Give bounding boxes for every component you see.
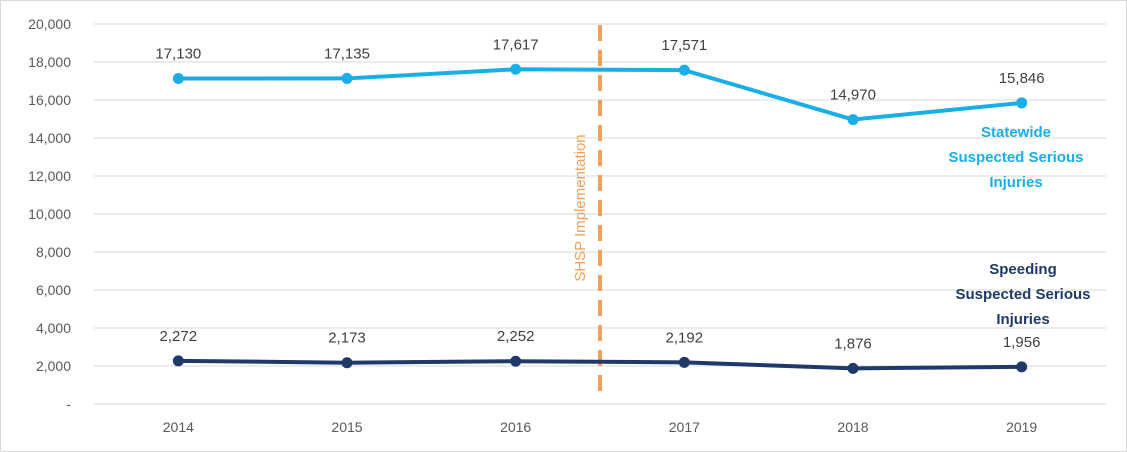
data-label: 2,173 bbox=[328, 330, 366, 347]
data-point bbox=[172, 73, 184, 85]
y-tick-label: - bbox=[66, 396, 71, 412]
data-label: 14,970 bbox=[830, 87, 876, 104]
series-name-label: Injuries bbox=[989, 174, 1042, 191]
data-point bbox=[510, 355, 522, 367]
x-tick-label: 2018 bbox=[837, 419, 868, 435]
y-tick-label: 10,000 bbox=[28, 206, 71, 222]
data-point bbox=[341, 357, 353, 369]
data-label: 17,617 bbox=[493, 36, 539, 53]
y-tick-label: 6,000 bbox=[36, 282, 71, 298]
y-tick-label: 18,000 bbox=[28, 54, 71, 70]
y-tick-label: 16,000 bbox=[28, 92, 71, 108]
data-label: 1,956 bbox=[1003, 334, 1041, 351]
data-point bbox=[341, 72, 353, 84]
series-name-label: Injuries bbox=[996, 311, 1049, 328]
data-point bbox=[1016, 97, 1028, 109]
y-axis: - 2,000 4,000 6,000 8,000 10,000 12,000 14,000 1… bbox=[28, 16, 71, 412]
series-name-label: Statewide bbox=[981, 124, 1051, 141]
x-tick-label: 2015 bbox=[331, 419, 362, 435]
y-tick-label: 4,000 bbox=[36, 320, 71, 336]
series-2: 2,272 2,173 2,252 2,192 1,876 1,956 Speeding Su… bbox=[160, 261, 1091, 374]
data-point bbox=[678, 64, 690, 76]
series-name-label: Suspected Serious bbox=[955, 286, 1090, 303]
series-name-label: Speeding bbox=[989, 261, 1057, 278]
data-point bbox=[1016, 361, 1028, 373]
series-line bbox=[176, 67, 1024, 122]
x-tick-label: 2016 bbox=[500, 419, 531, 435]
data-point bbox=[847, 362, 859, 374]
data-point bbox=[172, 355, 184, 367]
data-label: 1,876 bbox=[834, 335, 872, 352]
x-tick-label: 2019 bbox=[1006, 419, 1037, 435]
data-label: 2,272 bbox=[160, 328, 198, 345]
x-tick-label: 2017 bbox=[669, 419, 700, 435]
data-label: 17,571 bbox=[661, 37, 707, 54]
series-1: 17,130 17,135 17,617 17,571 14,970 15,846 Stat… bbox=[155, 36, 1083, 191]
series-name-label: Suspected Serious bbox=[948, 149, 1083, 166]
series-line bbox=[176, 358, 1024, 371]
data-point bbox=[510, 63, 522, 75]
y-tick-label: 2,000 bbox=[36, 358, 71, 374]
data-label: 15,846 bbox=[999, 70, 1045, 87]
shsp-annotation: SHSP Implementation bbox=[572, 25, 602, 397]
data-label: 2,252 bbox=[497, 328, 535, 345]
y-tick-label: 14,000 bbox=[28, 130, 71, 146]
y-tick-label: 12,000 bbox=[28, 168, 71, 184]
data-label: 2,192 bbox=[666, 329, 704, 346]
x-axis: 2014 2015 2016 2017 2018 2019 bbox=[163, 419, 1038, 435]
y-tick-label: 20,000 bbox=[28, 16, 71, 32]
data-point bbox=[847, 114, 859, 126]
x-tick-label: 2014 bbox=[163, 419, 194, 435]
y-tick-label: 8,000 bbox=[36, 244, 71, 260]
shsp-implementation-label: SHSP Implementation bbox=[572, 134, 589, 281]
data-label: 17,135 bbox=[324, 45, 370, 62]
data-label: 17,130 bbox=[155, 46, 201, 63]
series-group: 17,130 17,135 17,617 17,571 14,970 15,846 Stat… bbox=[155, 36, 1091, 374]
data-point bbox=[678, 356, 690, 368]
